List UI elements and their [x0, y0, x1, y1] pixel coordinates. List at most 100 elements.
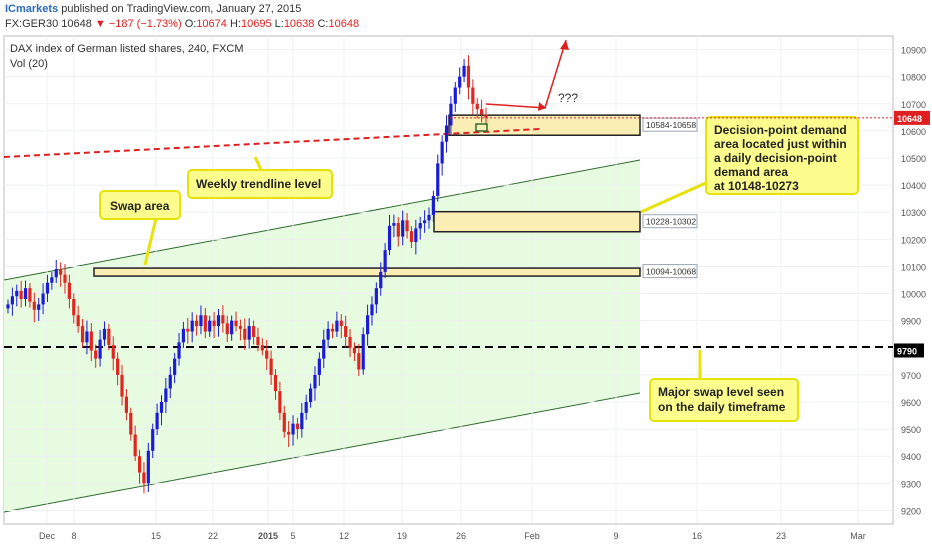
- quote-line: FX:GER30 10648 ▼ −187 (−1.73%) O:10674 H…: [5, 18, 359, 30]
- x-tick-label: Feb: [524, 531, 540, 541]
- candle-body: [181, 328, 186, 343]
- candle-body: [59, 269, 63, 275]
- candle-body: [344, 326, 348, 337]
- candle-body: [300, 412, 304, 430]
- candle-body: [365, 315, 370, 335]
- candle-body: [230, 320, 234, 335]
- swap-callout-pointer: [143, 213, 159, 266]
- x-tick-label: 23: [776, 531, 786, 541]
- y-tick-label: 9200: [901, 506, 921, 516]
- candle-body: [6, 304, 10, 309]
- candle-body: [225, 323, 229, 335]
- candle-body: [304, 402, 308, 413]
- high-value: 10695: [240, 18, 272, 30]
- price-change: ▼ −187 (−1.73%): [94, 18, 182, 30]
- decision-text-1: Decision-point demand: [714, 123, 847, 137]
- low-value: 10638: [283, 18, 315, 30]
- candle-body: [216, 315, 221, 327]
- candle-body: [287, 431, 291, 435]
- candle-body: [361, 334, 365, 370]
- candle-body: [269, 358, 273, 375]
- candle-body: [85, 331, 89, 343]
- candle-body: [54, 269, 58, 278]
- candle-body: [137, 456, 142, 473]
- x-tick-label: Dec: [39, 531, 56, 541]
- x-tick-label: 5: [290, 531, 295, 541]
- candle-body: [335, 320, 339, 332]
- candle-body: [102, 328, 107, 340]
- candle-body: [194, 320, 199, 327]
- y-tick-label: 10700: [901, 100, 926, 110]
- candle-body: [436, 163, 440, 196]
- y-tick-label: 10600: [901, 127, 926, 137]
- candle-body: [89, 331, 93, 351]
- candle-body: [322, 339, 326, 359]
- x-tick-label: 22: [208, 531, 218, 541]
- candle-body: [348, 336, 352, 348]
- candle-body: [295, 423, 300, 430]
- candle-body: [111, 345, 115, 359]
- candle-body: [282, 412, 286, 432]
- candle-body: [475, 103, 479, 110]
- candle-body: [458, 76, 462, 88]
- volume-label: Vol (20): [10, 58, 48, 70]
- projection-arrowhead-2: [560, 40, 569, 50]
- x-tick-label: Mar: [850, 531, 866, 541]
- candle-body: [50, 277, 54, 283]
- candle-body: [260, 345, 264, 351]
- weekly-trendline-note: [187, 169, 333, 199]
- y-tick-label: 10800: [901, 73, 926, 83]
- projection-line-1: [485, 103, 547, 109]
- decision-text-4: demand area: [714, 165, 788, 179]
- axes: 9200930094009500960097009800990010000101…: [4, 46, 930, 541]
- zone-label-box: [642, 214, 698, 229]
- level-9790-marker: [894, 343, 924, 358]
- candles: [6, 55, 488, 494]
- y-tick-label: 9300: [901, 479, 921, 489]
- close-label: C:: [317, 18, 329, 30]
- high-label: H:: [229, 18, 241, 30]
- candle-body: [317, 358, 321, 375]
- candle-body: [221, 315, 225, 324]
- candle-body: [414, 228, 418, 243]
- candle-body: [142, 472, 146, 484]
- candle-body: [10, 296, 14, 305]
- candle-body: [116, 358, 120, 375]
- candle-body: [449, 103, 453, 126]
- swap-area-note: [99, 190, 181, 220]
- channel-fill: [4, 160, 640, 512]
- candle-body: [120, 374, 124, 397]
- candle-body: [374, 288, 378, 305]
- candle-body: [72, 298, 76, 316]
- x-tick-label: 26: [456, 531, 466, 541]
- y-tick-label: 10100: [901, 262, 926, 272]
- candle-body: [370, 304, 374, 316]
- candle-body: [19, 290, 23, 299]
- close-value: 10648: [328, 18, 360, 30]
- candle-body: [164, 388, 168, 402]
- publish-text: published on TradingView.com, January 27…: [61, 3, 302, 15]
- y-tick-label: 10000: [901, 290, 926, 300]
- candle-body: [431, 195, 435, 215]
- candle-body: [203, 315, 207, 332]
- candle-body: [98, 339, 102, 359]
- candle-body: [440, 141, 444, 164]
- candle-body: [76, 315, 80, 327]
- candle-body: [124, 396, 129, 413]
- decision-point-note: [705, 116, 859, 195]
- candle-body: [396, 223, 400, 237]
- candle-body: [168, 374, 172, 389]
- x-tick-label: 8: [71, 531, 76, 541]
- symbol-label[interactable]: FX:GER30: [5, 18, 59, 30]
- y-tick-label: 10200: [901, 235, 926, 245]
- candle-body: [28, 288, 32, 302]
- candle-body: [129, 412, 133, 435]
- candle-body: [409, 231, 414, 243]
- brand-link[interactable]: ICmarkets: [5, 3, 59, 15]
- candle-body: [247, 326, 251, 340]
- y-tick-label: 10500: [901, 154, 926, 164]
- weekly-trendline-text: Weekly trendline level: [196, 177, 321, 191]
- candle-body: [243, 328, 247, 340]
